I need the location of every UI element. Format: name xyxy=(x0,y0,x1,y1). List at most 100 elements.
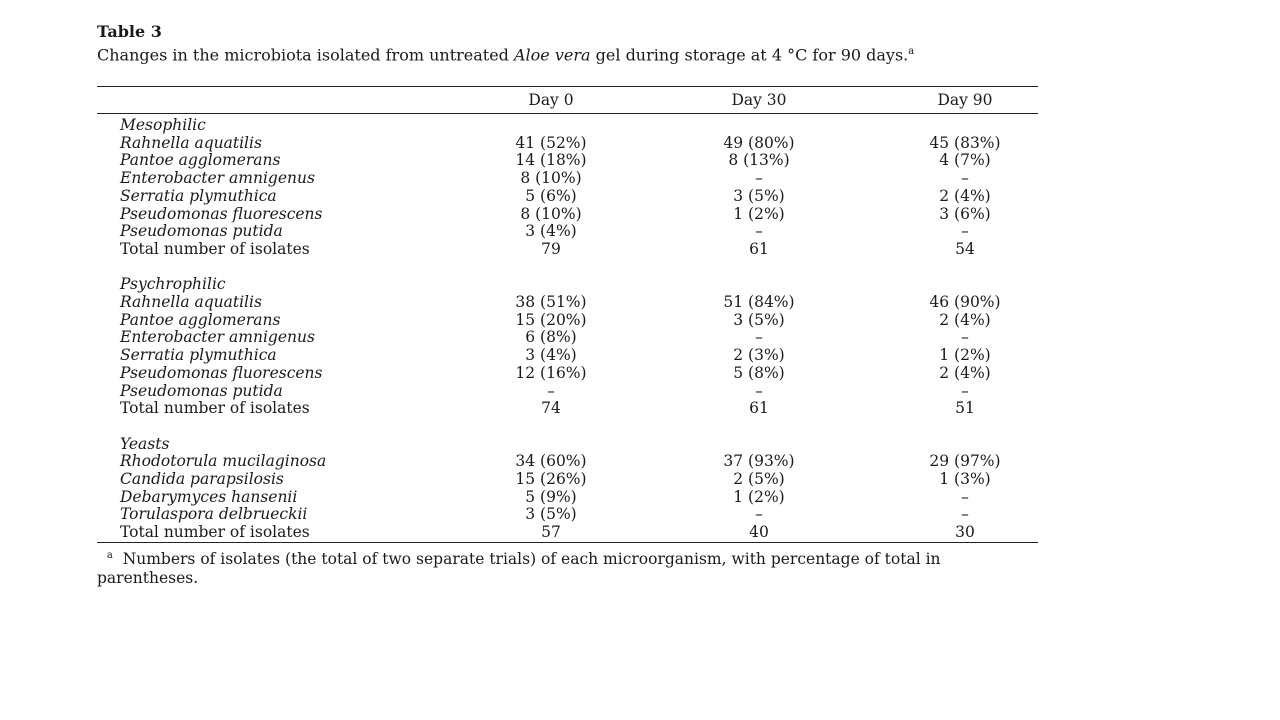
caption-footnote-mark: a xyxy=(908,46,915,57)
table-cell: – xyxy=(961,381,969,400)
table-cell: – xyxy=(961,505,969,524)
table-cell: 2 (4%) xyxy=(939,310,991,329)
table-row: Rahnella aquatilis 38 (51%) 51 (84%) 46 (90… xyxy=(97,293,1038,311)
table-cell: – xyxy=(961,328,969,347)
table-row: Rahnella aquatilis 41 (52%) 49 (80%) 45 (83… xyxy=(97,134,1038,152)
organism-name: Serratia plymuthica xyxy=(120,346,277,365)
table-cell: – xyxy=(547,381,555,400)
table-cell: 6 (8%) xyxy=(525,328,577,347)
table-cell: – xyxy=(755,505,763,524)
organism-name: Pseudomonas putida xyxy=(120,381,283,400)
organism-name: Candida parapsilosis xyxy=(120,470,284,488)
organism-name: Debarymyces hansenii xyxy=(120,487,298,506)
table-cell: 8 (10%) xyxy=(520,169,582,188)
table-cell: 5 (8%) xyxy=(733,363,785,382)
table-cell: 15 (26%) xyxy=(515,470,587,488)
organism-name: Pantoe agglomerans xyxy=(120,151,281,170)
table-cell: – xyxy=(961,487,969,506)
table-cell: 8 (10%) xyxy=(520,204,582,223)
total-label: Total number of isolates xyxy=(120,523,310,542)
table-cell: – xyxy=(755,169,763,188)
table-header-rule xyxy=(97,113,1038,114)
table-cell: 5 (6%) xyxy=(525,186,577,205)
group-name: Mesophilic xyxy=(120,116,206,134)
total-label: Total number of isolates xyxy=(120,399,310,418)
caption-text-part: Changes in the microbiota isolated from … xyxy=(97,45,514,65)
table-row: Pseudomonas fluorescens 8 (10%) 1 (2%) 3 (6… xyxy=(97,205,1038,223)
table-cell: 2 (4%) xyxy=(939,186,991,205)
table-footnote: a Numbers of isolates (the total of two … xyxy=(97,546,1038,588)
table-cell: 51 (84%) xyxy=(723,293,795,311)
total-row: Total number of isolates 57 40 30 xyxy=(97,523,1038,541)
footnote-text: Numbers of isolates (the total of two se… xyxy=(97,549,941,587)
table-row: Enterobacter amnigenus 8 (10%) – – xyxy=(97,169,1038,187)
table-row: Pantoe agglomerans 14 (18%) 8 (13%) 4 (7%) xyxy=(97,151,1038,169)
table-cell: 1 (2%) xyxy=(939,346,991,365)
column-header: Day 30 xyxy=(731,91,787,109)
table-row: Pseudomonas fluorescens 12 (16%) 5 (8%) 2 (… xyxy=(97,364,1038,382)
table-cell: 1 (2%) xyxy=(733,487,785,506)
total-cell: 54 xyxy=(955,239,975,258)
table-cell: 2 (3%) xyxy=(733,346,785,365)
organism-name: Torulaspora delbrueckii xyxy=(120,505,308,524)
table-cell: 14 (18%) xyxy=(515,151,587,170)
table-top-rule xyxy=(97,86,1038,87)
organism-name: Enterobacter amnigenus xyxy=(120,328,315,347)
total-cell: 51 xyxy=(955,399,975,418)
table-cell: 3 (4%) xyxy=(525,222,577,241)
table-cell: 2 (5%) xyxy=(733,470,785,488)
table-row: Serratia plymuthica 3 (4%) 2 (3%) 1 (2%) xyxy=(97,346,1038,364)
group-heading: Mesophilic xyxy=(97,116,1038,134)
table-cell: 3 (5%) xyxy=(733,310,785,329)
column-header: Day 90 xyxy=(937,91,993,109)
column-header: Day 0 xyxy=(528,91,574,109)
total-row: Total number of isolates 79 61 54 xyxy=(97,240,1038,258)
group-name: Yeasts xyxy=(120,434,170,453)
total-cell: 61 xyxy=(749,399,769,418)
total-cell: 79 xyxy=(541,239,561,258)
table-row: Enterobacter amnigenus 6 (8%) – – xyxy=(97,328,1038,346)
table-cell: 1 (3%) xyxy=(939,470,991,488)
table-cell: 1 (2%) xyxy=(733,204,785,223)
table-cell: 8 (13%) xyxy=(728,151,790,170)
table-row: Pseudomonas putida 3 (4%) – – xyxy=(97,222,1038,240)
table-cell: 3 (6%) xyxy=(939,204,991,223)
total-cell: 57 xyxy=(541,523,561,542)
organism-name: Pseudomonas fluorescens xyxy=(120,363,323,382)
table-cell: 46 (90%) xyxy=(929,293,1001,311)
total-cell: 61 xyxy=(749,239,769,258)
table-cell: 12 (16%) xyxy=(515,363,587,382)
table-bottom-rule xyxy=(97,541,1038,543)
organism-name: Pseudomonas putida xyxy=(120,222,283,241)
organism-name: Pseudomonas fluorescens xyxy=(120,204,323,223)
table-cell: 3 (5%) xyxy=(733,186,785,205)
table-cell: 2 (4%) xyxy=(939,363,991,382)
group-heading: Psychrophilic xyxy=(97,275,1038,293)
table-cell: – xyxy=(755,222,763,241)
total-cell: 40 xyxy=(749,523,769,542)
table-row: Pseudomonas putida – – – xyxy=(97,382,1038,400)
table-cell: 41 (52%) xyxy=(515,133,587,152)
total-cell: 74 xyxy=(541,399,561,418)
table-cell: 15 (20%) xyxy=(515,310,587,329)
table-cell: – xyxy=(755,328,763,347)
table-caption: Changes in the microbiota isolated from … xyxy=(97,42,1038,64)
caption-text-part: Aloe vera xyxy=(514,45,591,65)
organism-name: Serratia plymuthica xyxy=(120,186,277,205)
organism-name: Enterobacter amnigenus xyxy=(120,169,315,188)
table-cell: 38 (51%) xyxy=(515,293,587,311)
table-cell: 3 (5%) xyxy=(525,505,577,524)
table-row: Candida parapsilosis 15 (26%) 2 (5%) 1 (3%) xyxy=(97,470,1038,488)
organism-name: Rahnella aquatilis xyxy=(120,133,262,152)
table-row: Pantoe agglomerans 15 (20%) 3 (5%) 2 (4%) xyxy=(97,311,1038,329)
table-row: Serratia plymuthica 5 (6%) 3 (5%) 2 (4%) xyxy=(97,187,1038,205)
table-row: Rhodotorula mucilaginosa 34 (60%) 37 (93%)… xyxy=(97,452,1038,470)
footnote-mark: a xyxy=(106,549,113,561)
table-cell: 45 (83%) xyxy=(929,133,1001,152)
table-row: Debarymyces hansenii 5 (9%) 1 (2%) – xyxy=(97,488,1038,506)
total-label: Total number of isolates xyxy=(120,239,310,258)
table-cell: – xyxy=(961,222,969,241)
table-cell: 29 (97%) xyxy=(929,452,1001,471)
table-cell: – xyxy=(755,381,763,400)
total-cell: 30 xyxy=(955,523,975,542)
